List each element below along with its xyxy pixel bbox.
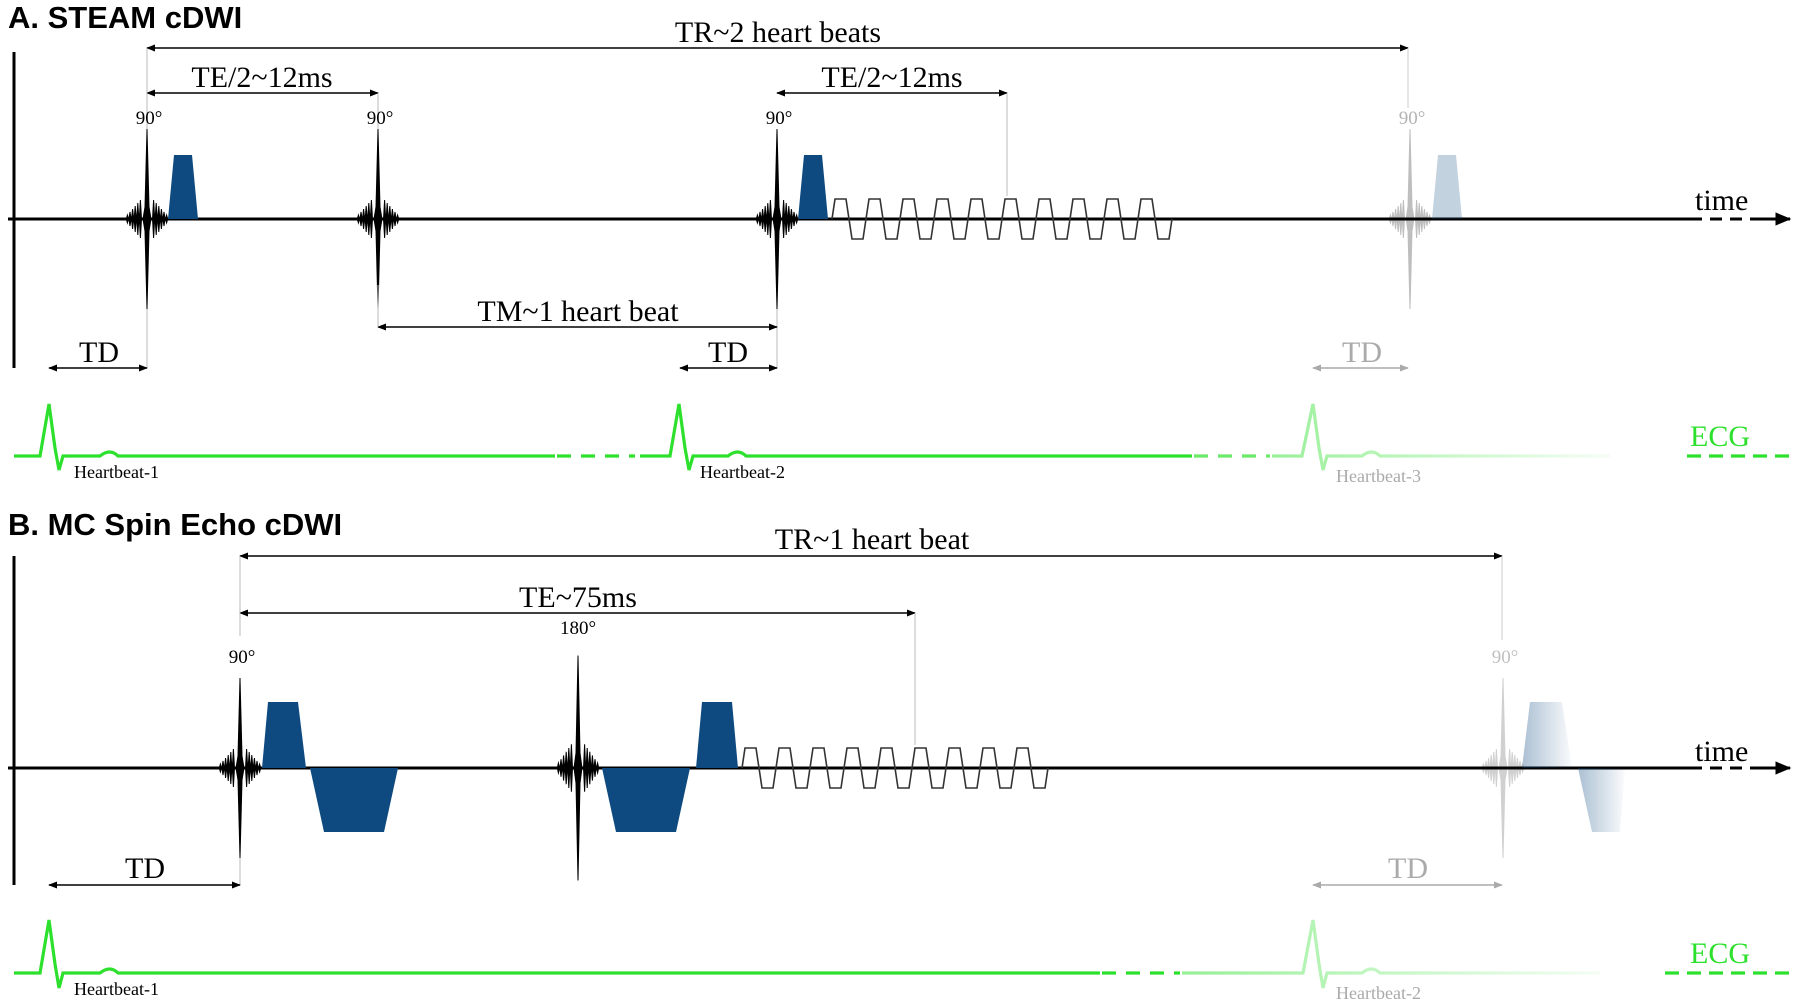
panel-b-title: B. MC Spin Echo cDWI — [8, 507, 342, 542]
panel-a-rf-pulse-2 — [356, 128, 400, 310]
panel-a-ecg-label: ECG — [1690, 420, 1750, 453]
panel-b-diffusion-gradient-6 — [1578, 768, 1625, 832]
panel-b-time-label: time — [1695, 735, 1748, 768]
panel-a-td-label-3: TD — [1342, 336, 1382, 369]
panel-a-tr-label: TR~2 heart beats — [675, 16, 881, 49]
panel-a-rf-pulse-4 — [1388, 128, 1432, 310]
panel-a-heartbeat-3: Heartbeat-3 — [1336, 466, 1421, 486]
panel-b-heartbeat-1: Heartbeat-1 — [74, 979, 159, 999]
panel-b: B. MC Spin Echo cDWI time TR~1 heart bea… — [8, 507, 1795, 1003]
panel-a-flip-3: 90° — [766, 108, 793, 129]
panel-a-diffusion-gradient-3 — [1432, 155, 1462, 219]
panel-a-diffusion-gradient-2 — [798, 155, 828, 219]
panel-b-te-label: TE~75ms — [519, 581, 637, 614]
panel-b-diffusion-gradient-3 — [602, 768, 690, 832]
panel-b-td-label-1: TD — [125, 852, 165, 885]
panel-a-title: A. STEAM cDWI — [8, 0, 242, 35]
panel-a-td-label-2: TD — [708, 336, 748, 369]
panel-b-diffusion-gradient-5 — [1522, 702, 1572, 768]
panel-b-rf-pulse-2 — [556, 655, 600, 881]
panel-a-flip-4: 90° — [1399, 108, 1426, 129]
panel-b-diffusion-gradient-1 — [262, 702, 306, 768]
panel-a-diffusion-gradient-1 — [168, 155, 198, 219]
panel-a-heartbeat-1: Heartbeat-1 — [74, 462, 159, 482]
panel-a-time-label: time — [1695, 184, 1748, 217]
panel-b-ecg-trace-1 — [14, 919, 1100, 989]
panel-b-diffusion-gradient-2 — [310, 768, 398, 832]
panel-b-epi-readout — [741, 747, 1049, 789]
panel-b-tr-label: TR~1 heart beat — [775, 523, 970, 556]
panel-b-flip-2: 180° — [560, 618, 596, 639]
panel-a-rf-pulse-1 — [125, 128, 169, 310]
panel-a-ecg-trace-3 — [1272, 403, 1610, 471]
panel-a-tm-label: TM~1 heart beat — [477, 295, 679, 328]
panel-b-ecg-label: ECG — [1690, 937, 1750, 970]
panel-b-td-label-2: TD — [1388, 852, 1428, 885]
panel-a-epi-readout — [831, 198, 1173, 240]
panel-a-ecg-trace-2 — [640, 403, 1192, 471]
panel-b-rf-pulse-1 — [218, 677, 262, 859]
panel-a: A. STEAM cDWI time TR~2 heart beats TE/2… — [8, 0, 1795, 486]
panel-a-flip-2: 90° — [367, 108, 394, 129]
panel-b-heartbeat-2: Heartbeat-2 — [1336, 983, 1421, 1003]
panel-a-rf-pulse-3 — [755, 128, 799, 310]
panel-b-ecg-trace-2 — [1182, 919, 1600, 989]
panel-a-te-label-2: TE/2~12ms — [821, 61, 962, 94]
panel-a-te-label-1: TE/2~12ms — [191, 61, 332, 94]
panel-a-flip-1: 90° — [136, 108, 163, 129]
panel-a-td-label-1: TD — [79, 336, 119, 369]
panel-a-heartbeat-2: Heartbeat-2 — [700, 462, 785, 482]
panel-b-diffusion-gradient-4 — [696, 702, 738, 768]
panel-b-flip-1: 90° — [229, 647, 256, 668]
panel-a-ecg-trace-1 — [14, 403, 555, 471]
panel-b-flip-3: 90° — [1492, 647, 1519, 668]
panel-b-rf-pulse-3 — [1481, 677, 1525, 859]
